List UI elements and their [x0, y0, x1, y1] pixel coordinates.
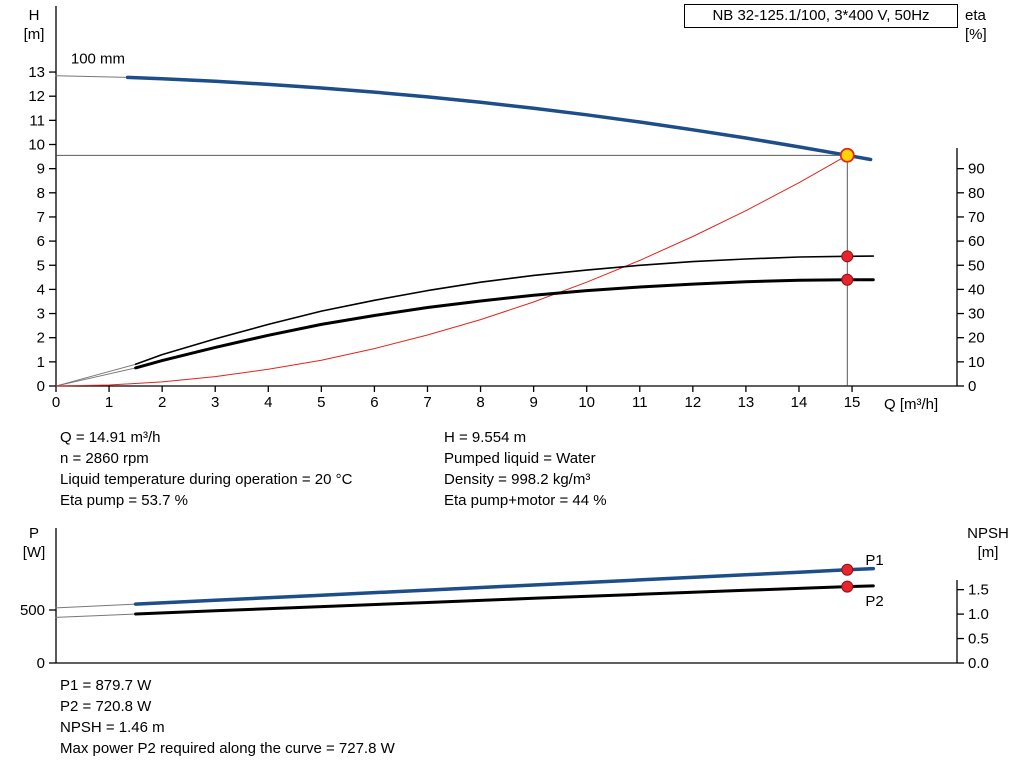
head-curve: [125, 75, 873, 162]
svg-text:10: 10: [578, 394, 595, 411]
q-axis-label: Q [m³/h]: [884, 396, 939, 413]
svg-text:50: 50: [968, 257, 985, 274]
svg-text:12: 12: [28, 88, 45, 105]
p2-curve: [134, 584, 875, 616]
impeller-size-label: 100 mm: [71, 51, 125, 68]
svg-text:8: 8: [37, 185, 45, 202]
head-curve-lead: [55, 75, 129, 78]
info-eta-pump: Eta pump = 53.7 %: [60, 492, 188, 509]
svg-text:0.0: 0.0: [968, 655, 989, 672]
p2-label: P2: [865, 593, 883, 610]
svg-text:9: 9: [37, 161, 45, 178]
svg-text:4: 4: [264, 394, 272, 411]
svg-text:15: 15: [844, 394, 861, 411]
svg-text:60: 60: [968, 233, 985, 250]
p-axis-unit: [W]: [22, 544, 46, 561]
eta-pump-motor-duty-point: [841, 273, 854, 286]
p-axis-label: P [W]: [17, 524, 51, 562]
p2-duty-point: [841, 580, 854, 593]
duty-point-marker: [839, 147, 855, 163]
info-eta-pump-motor: Eta pump+motor = 44 %: [444, 492, 607, 509]
power-npsh-chart: 0 500 0.0 0.5 1.0 1.5 P1 P2: [20, 528, 989, 672]
info-flow: Q = 14.91 m³/h: [60, 429, 161, 446]
svg-text:30: 30: [968, 306, 985, 323]
svg-text:90: 90: [968, 161, 985, 178]
svg-text:3: 3: [211, 394, 219, 411]
p1-curve: [133, 566, 876, 606]
svg-text:7: 7: [423, 394, 431, 411]
svg-text:1.5: 1.5: [968, 582, 989, 599]
svg-text:70: 70: [968, 209, 985, 226]
svg-text:20: 20: [968, 330, 985, 347]
svg-text:80: 80: [968, 185, 985, 202]
svg-text:0: 0: [968, 378, 976, 395]
svg-text:6: 6: [37, 233, 45, 250]
eta-axis-symbol: eta: [965, 7, 986, 24]
eta-axis-label: eta [%]: [965, 6, 1015, 44]
eta-axis-unit: [%]: [965, 26, 987, 43]
info-max-power: Max power P2 required along the curve = …: [60, 740, 395, 757]
power-info-block: P1 = 879.7 W P2 = 720.8 W NPSH = 1.46 m …: [60, 675, 395, 759]
p-axis-symbol: P: [28, 525, 39, 542]
svg-text:6: 6: [370, 394, 378, 411]
duty-info-right-column: H = 9.554 m Pumped liquid = Water Densit…: [444, 427, 607, 511]
svg-text:11: 11: [29, 112, 45, 129]
p2-curve-lead: [55, 613, 137, 618]
svg-text:10: 10: [28, 137, 45, 154]
eta-pump-motor-curve: [134, 278, 875, 370]
svg-text:4: 4: [37, 281, 45, 298]
info-p2: P2 = 720.8 W: [60, 698, 152, 715]
npsh-axis-label: NPSH [m]: [960, 524, 1016, 562]
svg-text:14: 14: [791, 394, 808, 411]
npsh-axis-unit: [m]: [977, 544, 999, 561]
info-pumped-liquid: Pumped liquid = Water: [444, 450, 596, 467]
svg-text:9: 9: [529, 394, 537, 411]
info-p1: P1 = 879.7 W: [60, 677, 152, 694]
svg-text:11: 11: [632, 394, 648, 411]
svg-text:0: 0: [37, 378, 45, 395]
system-curve: [55, 154, 848, 387]
svg-text:0: 0: [52, 394, 60, 411]
p1-curve-lead: [55, 603, 137, 609]
svg-text:7: 7: [37, 209, 45, 226]
p1-label: P1: [865, 552, 883, 569]
svg-text:500: 500: [20, 602, 45, 619]
svg-text:1: 1: [105, 394, 113, 411]
duty-info-left-column: Q = 14.91 m³/h n = 2860 rpm Liquid tempe…: [60, 427, 352, 511]
h-axis-unit: [m]: [23, 26, 45, 43]
npsh-axis-symbol: NPSH: [967, 525, 1009, 542]
svg-text:2: 2: [37, 330, 45, 347]
svg-text:1.0: 1.0: [968, 606, 989, 623]
info-density: Density = 998.2 kg/m³: [444, 471, 591, 488]
info-liquid-temperature: Liquid temperature during operation = 20…: [60, 471, 353, 488]
eta-pump-motor-lead: [55, 367, 137, 387]
svg-text:1: 1: [37, 354, 45, 371]
eta-pump-lead: [55, 363, 137, 387]
svg-text:2: 2: [158, 394, 166, 411]
svg-text:3: 3: [37, 306, 45, 323]
eta-pump-duty-point: [841, 250, 854, 263]
info-head: H = 9.554 m: [444, 429, 527, 446]
svg-text:12: 12: [684, 394, 701, 411]
svg-text:13: 13: [28, 64, 45, 81]
svg-text:5: 5: [37, 257, 45, 274]
svg-text:10: 10: [968, 354, 985, 371]
qh-eta-chart: 0 1 2 3 4 5 6 7 8 9 10 11 12 13 14 15012345678910111213…: [28, 6, 985, 411]
svg-text:0.5: 0.5: [968, 631, 989, 648]
svg-text:40: 40: [968, 281, 985, 298]
p1-duty-point: [841, 563, 854, 576]
h-axis-symbol: H: [28, 7, 40, 24]
svg-text:5: 5: [317, 394, 325, 411]
info-npsh: NPSH = 1.46 m: [60, 719, 165, 736]
eta-pump-curve: [134, 255, 875, 366]
pump-title: NB 32-125.1/100, 3*400 V, 50Hz: [684, 4, 958, 28]
info-speed: n = 2860 rpm: [60, 450, 149, 467]
svg-text:8: 8: [476, 394, 484, 411]
h-axis-label: H [m]: [17, 6, 51, 44]
svg-text:0: 0: [37, 655, 45, 672]
svg-text:13: 13: [738, 394, 755, 411]
